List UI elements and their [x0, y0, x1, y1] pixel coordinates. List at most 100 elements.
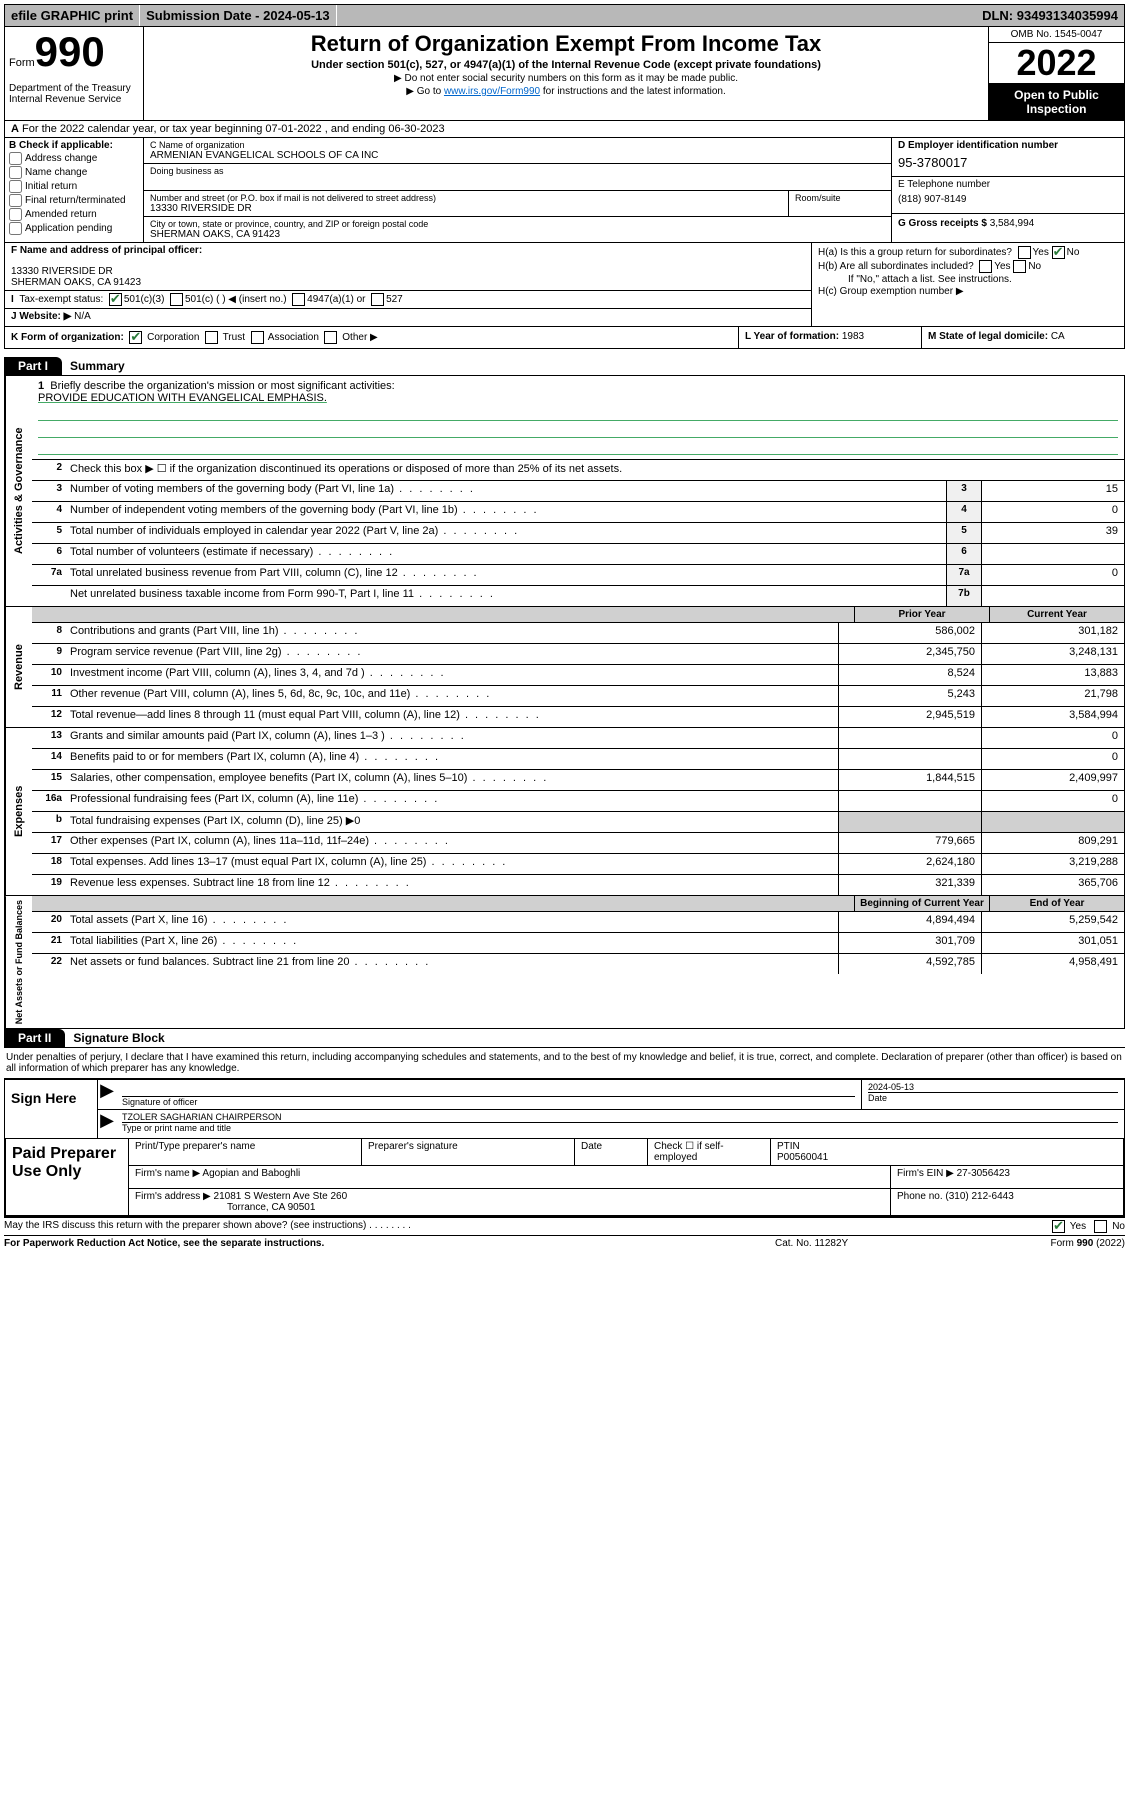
cb-discuss-yes[interactable]: [1052, 1220, 1065, 1233]
street-address: 13330 RIVERSIDE DR: [150, 203, 782, 214]
row-a-period: A For the 2022 calendar year, or tax yea…: [4, 121, 1125, 138]
firm-name: Agopian and Baboghli: [202, 1168, 300, 1179]
sign-here-block: Sign Here ▶ Signature of officer 2024-05…: [4, 1078, 1125, 1139]
gov-line-4: 4 Number of independent voting members o…: [32, 502, 1124, 523]
efile-label[interactable]: efile GRAPHIC print: [5, 5, 140, 26]
submission-label: Submission Date -: [146, 8, 263, 23]
ein-label: D Employer identification number: [898, 140, 1058, 151]
tax-period: For the 2022 calendar year, or tax year …: [22, 123, 445, 135]
state-domicile: CA: [1051, 331, 1065, 342]
line-18: 18 Total expenses. Add lines 13–17 (must…: [32, 854, 1124, 875]
cb-initial-return[interactable]: Initial return: [9, 180, 139, 193]
dln-label: DLN:: [982, 8, 1017, 23]
netassets-section: Net Assets or Fund Balances Beginning of…: [4, 896, 1125, 1029]
footer: For Paperwork Reduction Act Notice, see …: [4, 1235, 1125, 1251]
hb-no: No: [1028, 261, 1041, 272]
cat-no: Cat. No. 11282Y: [775, 1238, 975, 1249]
officer-name-label: Type or print name and title: [122, 1122, 1118, 1133]
year-box: OMB No. 1545-0047 2022 Open to Public In…: [988, 27, 1124, 120]
f-h-row: F Name and address of principal officer:…: [4, 243, 1125, 327]
line2-text: Check this box ▶ ☐ if the organization d…: [66, 460, 1124, 480]
title-box: Return of Organization Exempt From Incom…: [144, 27, 988, 120]
dba-label: Doing business as: [150, 166, 885, 176]
cb-name-change[interactable]: Name change: [9, 166, 139, 179]
cb-trust[interactable]: [205, 331, 218, 344]
hb-yes: Yes: [994, 261, 1010, 272]
sign-here-label: Sign Here: [5, 1080, 98, 1138]
ha-yes: Yes: [1033, 247, 1049, 258]
gov-line-7a: 7a Total unrelated business revenue from…: [32, 565, 1124, 586]
vlabel-netassets: Net Assets or Fund Balances: [5, 896, 32, 1028]
cb-527[interactable]: [371, 293, 384, 306]
phone-label: E Telephone number: [898, 179, 1118, 190]
discuss-yes: Yes: [1070, 1221, 1086, 1232]
org-name-label: C Name of organization: [150, 140, 885, 150]
opt-trust: Trust: [223, 332, 245, 343]
cb-address-change[interactable]: Address change: [9, 152, 139, 165]
form-header: Form990 Department of the Treasury Inter…: [4, 27, 1125, 121]
sig-date-cell: 2024-05-13 Date: [861, 1080, 1124, 1109]
officer-addr1: 13330 RIVERSIDE DR: [11, 266, 805, 277]
cb-amended-return[interactable]: Amended return: [9, 208, 139, 221]
box-m: M State of legal domicile: CA: [921, 327, 1124, 348]
cb-501c[interactable]: [170, 293, 183, 306]
firm-ein-label: Firm's EIN ▶: [897, 1168, 954, 1179]
gov-line-7b: Net unrelated business taxable income fr…: [32, 586, 1124, 606]
preparer-name-label: Print/Type preparer's name: [129, 1139, 362, 1165]
discuss-no: No: [1112, 1221, 1125, 1232]
omb-number: OMB No. 1545-0047: [989, 27, 1124, 43]
line-20: 20 Total assets (Part X, line 16) 4,894,…: [32, 912, 1124, 933]
cb-final-return[interactable]: Final return/terminated: [9, 194, 139, 207]
arrow-icon: ▶: [98, 1110, 116, 1138]
cb-other[interactable]: [324, 331, 337, 344]
part1-header: Part I Summary: [4, 357, 1125, 375]
org-name-cell: C Name of organization ARMENIAN EVANGELI…: [144, 138, 891, 164]
ha-no: No: [1067, 247, 1080, 258]
opt-corp: Corporation: [147, 332, 199, 343]
paid-preparer-block: Paid Preparer Use Only Print/Type prepar…: [4, 1139, 1125, 1217]
paid-preparer-label: Paid Preparer Use Only: [6, 1139, 129, 1215]
opt-4947: 4947(a)(1) or: [307, 294, 365, 305]
cb-4947[interactable]: [292, 293, 305, 306]
cb-501c3[interactable]: [109, 293, 122, 306]
instructions-link[interactable]: www.irs.gov/Form990: [444, 86, 540, 97]
line-16a: 16a Professional fundraising fees (Part …: [32, 791, 1124, 812]
vlabel-expenses: Expenses: [5, 728, 32, 895]
form-number-box: Form990 Department of the Treasury Inter…: [5, 27, 144, 120]
form-subtitle: Under section 501(c), 527, or 4947(a)(1)…: [148, 59, 984, 71]
line-21: 21 Total liabilities (Part X, line 26) 3…: [32, 933, 1124, 954]
cb-assoc[interactable]: [251, 331, 264, 344]
col-current-year: Current Year: [989, 607, 1124, 622]
hb-label: H(b) Are all subordinates included?: [818, 261, 974, 272]
firm-addr1: 21081 S Western Ave Ste 260: [214, 1191, 348, 1202]
officer-addr2: SHERMAN OAKS, CA 91423: [11, 277, 805, 288]
officer-name-cell: TZOLER SAGHARIAN CHAIRPERSON Type or pri…: [116, 1110, 1124, 1138]
discuss-question: May the IRS discuss this return with the…: [4, 1220, 366, 1231]
governance-section: Activities & Governance 1 Briefly descri…: [4, 375, 1125, 607]
m-label: M State of legal domicile:: [928, 331, 1051, 342]
cb-hb-no[interactable]: [1013, 260, 1026, 273]
firm-phone: (310) 212-6443: [945, 1191, 1013, 1202]
box-l: L Year of formation: 1983: [738, 327, 921, 348]
net-col-head: Beginning of Current Year End of Year: [32, 896, 1124, 912]
self-employed-cb[interactable]: Check ☐ if self-employed: [648, 1139, 771, 1165]
opt-501c3: 501(c)(3): [124, 294, 165, 305]
cb-corp[interactable]: [129, 331, 142, 344]
cb-application-pending[interactable]: Application pending: [9, 222, 139, 235]
mission-text: PROVIDE EDUCATION WITH EVANGELICAL EMPHA…: [38, 392, 327, 404]
line-15: 15 Salaries, other compensation, employe…: [32, 770, 1124, 791]
ptin-cell: PTIN P00560041: [771, 1139, 1123, 1165]
line-14: 14 Benefits paid to or for members (Part…: [32, 749, 1124, 770]
opt-other: Other ▶: [342, 332, 377, 343]
cb-ha-yes[interactable]: [1018, 246, 1031, 259]
cb-hb-yes[interactable]: [979, 260, 992, 273]
line-17: 17 Other expenses (Part IX, column (A), …: [32, 833, 1124, 854]
box-b: B Check if applicable: Address change Na…: [5, 138, 144, 242]
cb-discuss-no[interactable]: [1094, 1220, 1107, 1233]
paperwork-notice: For Paperwork Reduction Act Notice, see …: [4, 1238, 324, 1249]
gov-line-5: 5 Total number of individuals employed i…: [32, 523, 1124, 544]
vlabel-governance: Activities & Governance: [5, 376, 32, 606]
instructions-line: Go to www.irs.gov/Form990 for instructio…: [148, 86, 984, 97]
cb-ha-no[interactable]: [1052, 246, 1065, 259]
org-name: ARMENIAN EVANGELICAL SCHOOLS OF CA INC: [150, 150, 885, 161]
